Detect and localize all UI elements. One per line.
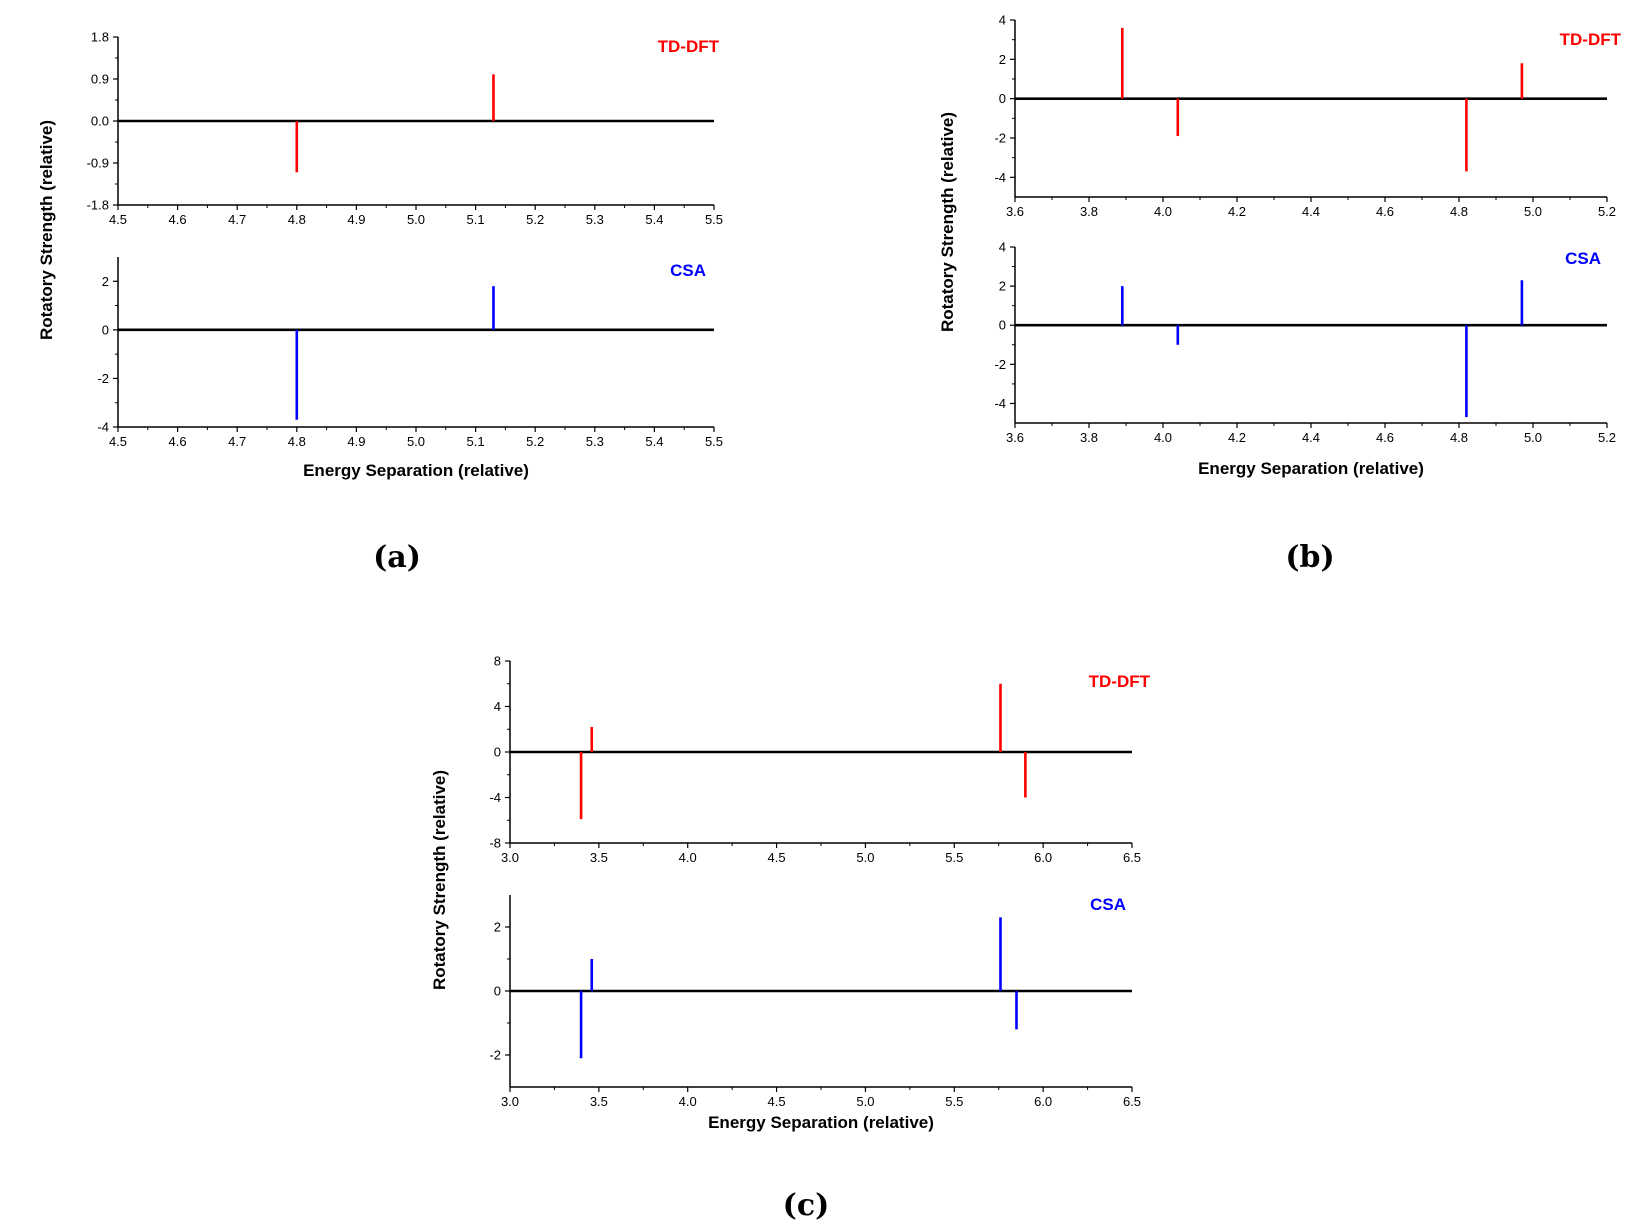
panel-c-y-axis-label: Rotatory Strength (relative) <box>430 770 449 990</box>
panel-a-tddft-plot-x-tick-label: 4.5 <box>109 212 127 227</box>
panel-b-csa-plot-y-tick-label: 2 <box>999 279 1006 294</box>
panel-a-csa-plot-y-tick-label: -4 <box>97 420 109 435</box>
panel-c-tddft-plot-y-tick-label: 4 <box>494 699 501 714</box>
panel-a-csa-plot-x-tick-label: 4.8 <box>288 434 306 449</box>
panel-b-tddft-plot-x-tick-label: 4.4 <box>1302 204 1320 219</box>
panel-b-csa-plot-x-tick-label: 4.8 <box>1450 430 1468 445</box>
panel-a-y-axis-label: Rotatory Strength (relative) <box>37 120 56 340</box>
panel-b-csa-plot-y-tick-label: -2 <box>994 357 1006 372</box>
panel-c-csa-plot-x-tick-label: 4.0 <box>679 1094 697 1109</box>
panel-c-csa-plot-y-tick-label: 2 <box>494 920 501 935</box>
panel-b-csa-plot-x-tick-label: 4.6 <box>1376 430 1394 445</box>
panel-a-tddft-plot-y-tick-label: -0.9 <box>87 156 109 171</box>
panel-a-csa-plot-x-tick-label: 4.7 <box>228 434 246 449</box>
panel-a-csa-plot-x-tick-label: 5.5 <box>705 434 723 449</box>
panel-a-tddft-plot-x-tick-label: 5.0 <box>407 212 425 227</box>
panel-b-tddft-plot-x-tick-label: 4.8 <box>1450 204 1468 219</box>
panel-c-csa-plot-x-tick-label: 5.5 <box>945 1094 963 1109</box>
panel-b-tddft-plot-y-tick-label: -4 <box>994 170 1006 185</box>
panel-a-tddft-plot-x-tick-label: 4.9 <box>347 212 365 227</box>
panel-a-tddft-plot-x-tick-label: 5.2 <box>526 212 544 227</box>
panel-b-tddft-plot-x-tick-label: 5.2 <box>1598 204 1616 219</box>
panel-b-csa-plot-x-tick-label: 4.0 <box>1154 430 1172 445</box>
panel-c-csa-plot-y-tick-label: -2 <box>489 1048 501 1063</box>
panel-b-tddft-plot-x-tick-label: 4.2 <box>1228 204 1246 219</box>
panel-b-csa-plot-legend-label: CSA <box>1565 249 1601 268</box>
panel-a-tddft-plot-x-tick-label: 5.5 <box>705 212 723 227</box>
panel-a-tddft-plot-y-tick-label: 0.0 <box>91 114 109 129</box>
panel-b-x-axis-label: Energy Separation (relative) <box>1198 459 1424 478</box>
panel-b-tddft-plot-x-tick-label: 4.6 <box>1376 204 1394 219</box>
panel-b-csa-plot-x-tick-label: 4.4 <box>1302 430 1320 445</box>
panel-a-tddft-plot-x-tick-label: 5.4 <box>645 212 663 227</box>
panel-c-tddft-plot-x-tick-label: 3.5 <box>590 850 608 865</box>
panel-c-tddft-plot-legend-label: TD-DFT <box>1089 672 1151 691</box>
panel-a-csa-plot-x-tick-label: 4.5 <box>109 434 127 449</box>
panel-c-tddft-plot-x-tick-label: 5.0 <box>856 850 874 865</box>
panel-a-csa-plot-x-tick-label: 5.4 <box>645 434 663 449</box>
panel-c-csa-plot-x-tick-label: 4.5 <box>768 1094 786 1109</box>
panel-c-csa-plot-legend-label: CSA <box>1090 895 1126 914</box>
panel-c-csa-plot-x-tick-label: 3.5 <box>590 1094 608 1109</box>
panel-c-tddft-plot-x-tick-label: 6.0 <box>1034 850 1052 865</box>
panel-a-tddft-plot-x-tick-label: 4.6 <box>169 212 187 227</box>
panel-b-csa-plot-y-tick-label: 0 <box>999 318 1006 333</box>
panel-b-caption: (b) <box>1285 540 1334 575</box>
panel-a-csa-plot-y-tick-label: 0 <box>102 322 109 337</box>
panel-c-csa-plot-x-tick-label: 6.0 <box>1034 1094 1052 1109</box>
panel-a-csa-plot-x-tick-label: 4.6 <box>169 434 187 449</box>
panel-c-tddft-plot-x-tick-label: 3.0 <box>501 850 519 865</box>
panel-c-csa-plot-x-tick-label: 5.0 <box>856 1094 874 1109</box>
panel-b-csa-plot-x-tick-label: 5.2 <box>1598 430 1616 445</box>
panel-c-x-axis-label: Energy Separation (relative) <box>708 1113 934 1132</box>
panel-b-tddft-plot-y-tick-label: 4 <box>999 13 1006 28</box>
panel-a-csa-plot-x-tick-label: 4.9 <box>347 434 365 449</box>
panel-c-tddft-plot-y-tick-label: 0 <box>494 745 501 760</box>
panel-a-csa-plot-y-tick-label: 2 <box>102 274 109 289</box>
panel-a-caption: (a) <box>373 540 421 575</box>
panel-a-tddft-plot-x-tick-label: 4.8 <box>288 212 306 227</box>
panel-a-tddft-plot-x-tick-label: 5.1 <box>467 212 485 227</box>
panel-c-tddft-plot-x-tick-label: 6.5 <box>1123 850 1141 865</box>
panel-c-tddft-plot-x-tick-label: 5.5 <box>945 850 963 865</box>
panel-b-tddft-plot-x-tick-label: 4.0 <box>1154 204 1172 219</box>
panel-c-csa-plot-x-tick-label: 6.5 <box>1123 1094 1141 1109</box>
panel-a-csa-plot-y-tick-label: -2 <box>97 371 109 386</box>
panel-a-tddft-plot-x-tick-label: 4.7 <box>228 212 246 227</box>
panel-a-tddft-plot-legend-label: TD-DFT <box>658 37 720 56</box>
panel-a-csa-plot-x-tick-label: 5.1 <box>467 434 485 449</box>
panel-c-tddft-plot-y-tick-label: -4 <box>489 790 501 805</box>
panel-c-csa-plot-y-tick-label: 0 <box>494 984 501 999</box>
panel-b-tddft-plot-x-tick-label: 3.6 <box>1006 204 1024 219</box>
panel-a-tddft-plot-x-tick-label: 5.3 <box>586 212 604 227</box>
panel-b-csa-plot-y-tick-label: -4 <box>994 396 1006 411</box>
panel-a-csa-plot-legend-label: CSA <box>670 261 706 280</box>
panel-a-x-axis-label: Energy Separation (relative) <box>303 461 529 480</box>
panel-a-tddft-plot-y-tick-label: -1.8 <box>87 198 109 213</box>
panel-c-tddft-plot-x-tick-label: 4.0 <box>679 850 697 865</box>
panel-b-tddft-plot-x-tick-label: 3.8 <box>1080 204 1098 219</box>
panel-c-csa-plot-x-tick-label: 3.0 <box>501 1094 519 1109</box>
panel-b-tddft-plot-x-tick-label: 5.0 <box>1524 204 1542 219</box>
panel-a-csa-plot-x-tick-label: 5.3 <box>586 434 604 449</box>
panel-c-tddft-plot-x-tick-label: 4.5 <box>768 850 786 865</box>
panel-a-csa-plot-x-tick-label: 5.2 <box>526 434 544 449</box>
panel-b-csa-plot-x-tick-label: 3.8 <box>1080 430 1098 445</box>
panel-b-y-axis-label: Rotatory Strength (relative) <box>938 112 957 332</box>
panel-b-csa-plot-x-tick-label: 4.2 <box>1228 430 1246 445</box>
panel-c-caption: (c) <box>783 1188 830 1223</box>
panel-b-csa-plot-x-tick-label: 3.6 <box>1006 430 1024 445</box>
panel-b-csa-plot-y-tick-label: 4 <box>999 240 1006 255</box>
panel-b-tddft-plot-legend-label: TD-DFT <box>1560 30 1622 49</box>
panel-a-tddft-plot-y-tick-label: 0.9 <box>91 72 109 87</box>
panel-b-csa-plot-x-tick-label: 5.0 <box>1524 430 1542 445</box>
panel-b-tddft-plot-y-tick-label: 2 <box>999 52 1006 67</box>
panel-c-tddft-plot-y-tick-label: -8 <box>489 836 501 851</box>
panel-a-tddft-plot-y-tick-label: 1.8 <box>91 30 109 45</box>
panel-a-csa-plot-x-tick-label: 5.0 <box>407 434 425 449</box>
panel-b-tddft-plot-y-tick-label: 0 <box>999 91 1006 106</box>
panel-b-tddft-plot-y-tick-label: -2 <box>994 131 1006 146</box>
panel-c-tddft-plot-y-tick-label: 8 <box>494 654 501 669</box>
